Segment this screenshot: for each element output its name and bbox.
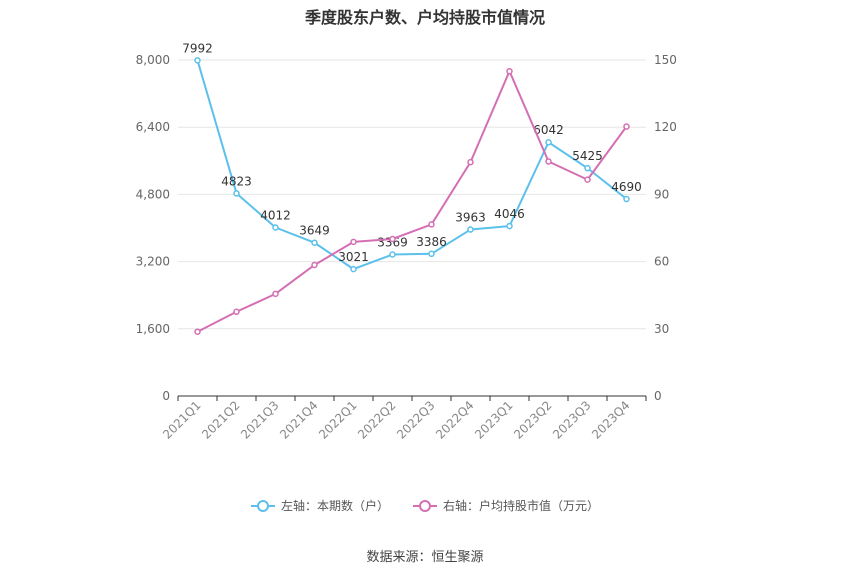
- data-point-right: [584, 176, 591, 183]
- legend-label-left-series: 左轴：本期数（户）: [280, 499, 389, 513]
- data-point-right: [350, 238, 357, 246]
- data-point-right: [428, 221, 435, 228]
- data-point-right: [272, 290, 279, 298]
- data-label-left: 3963: [455, 211, 486, 225]
- left-axis-tick-label: 6,400: [136, 120, 170, 134]
- data-point-left: [194, 57, 201, 64]
- series-line-right: [197, 70, 628, 333]
- data-point-left: [584, 164, 591, 172]
- x-axis-tick-label: 2021Q4: [277, 398, 321, 442]
- data-label-left: 4012: [260, 208, 291, 222]
- x-axis-tick-label: 2021Q2: [199, 398, 243, 442]
- data-point-left: [623, 195, 630, 203]
- data-point-left: [428, 250, 435, 258]
- data-label-left: 4823: [221, 174, 252, 188]
- legend-item-right-series[interactable]: 右轴：户均持股市值（万元）: [413, 497, 599, 514]
- x-axis-tick-label: 2023Q2: [511, 398, 555, 442]
- x-axis-tick-label: 2022Q4: [433, 398, 477, 442]
- data-point-right: [506, 67, 513, 75]
- legend-marker-right-icon: [413, 499, 437, 513]
- legend-label-right-series: 右轴：户均持股市值（万元）: [443, 499, 600, 513]
- x-axis-tick-label: 2023Q3: [550, 398, 594, 442]
- data-point-left: [545, 138, 552, 146]
- legend-item-left-series[interactable]: 左轴：本期数（户）: [250, 497, 389, 514]
- data-label-left: 4690: [611, 180, 642, 194]
- data-source-note: 数据来源：恒生聚源: [366, 550, 484, 565]
- data-label-left: 5425: [572, 149, 603, 163]
- data-point-right: [194, 328, 201, 335]
- data-point-right: [389, 235, 396, 243]
- data-point-left: [272, 224, 279, 231]
- data-point-right: [545, 158, 552, 165]
- data-point-left: [233, 190, 240, 197]
- data-point-left: [467, 226, 474, 233]
- x-axis-tick-label: 2022Q2: [355, 398, 399, 442]
- right-axis-tick-label: 30: [654, 322, 669, 336]
- data-point-left: [311, 239, 318, 246]
- x-axis-tick-label: 2021Q1: [160, 398, 204, 442]
- data-label-left: 3021: [338, 250, 369, 264]
- x-axis-tick-label: 2022Q1: [316, 398, 360, 442]
- data-point-right: [467, 158, 474, 166]
- data-label-left: 7992: [182, 41, 213, 55]
- x-axis-tick-label: 2023Q1: [472, 398, 516, 442]
- x-axis-tick-label: 2023Q4: [589, 398, 633, 442]
- data-label-left: 3386: [416, 235, 447, 249]
- data-point-right: [623, 123, 630, 130]
- left-axis-tick-label: 1,600: [136, 322, 170, 336]
- left-axis-tick-label: 4,800: [136, 187, 170, 201]
- right-axis-tick-label: 60: [654, 255, 669, 269]
- data-point-left: [389, 251, 396, 258]
- series-line-left: [196, 60, 628, 271]
- right-axis-tick-label: 120: [654, 120, 677, 134]
- left-axis-tick-label: 3,200: [136, 255, 170, 269]
- chart-title: 季度股东户数、户均持股市值情况: [304, 8, 545, 27]
- left-axis-tick-label: 0: [162, 389, 170, 403]
- data-point-left: [350, 265, 357, 273]
- legend-marker-left-icon: [250, 499, 275, 513]
- data-label-left: 4046: [494, 207, 525, 221]
- data-point-right: [311, 261, 318, 269]
- legend: 左轴：本期数（户） 右轴：户均持股市值（万元）: [0, 497, 850, 514]
- left-axis-tick-label: 8,000: [136, 53, 170, 67]
- data-point-right: [233, 308, 240, 316]
- x-axis-tick-label: 2022Q3: [394, 398, 438, 442]
- data-point-left: [506, 222, 513, 230]
- x-axis-tick-label: 2021Q3: [238, 398, 282, 442]
- right-axis-tick-label: 150: [654, 53, 677, 67]
- data-label-left: 6042: [533, 123, 564, 137]
- right-axis-tick-label: 90: [654, 187, 669, 201]
- right-axis-tick-label: 0: [654, 389, 662, 403]
- data-label-left: 3649: [299, 224, 330, 238]
